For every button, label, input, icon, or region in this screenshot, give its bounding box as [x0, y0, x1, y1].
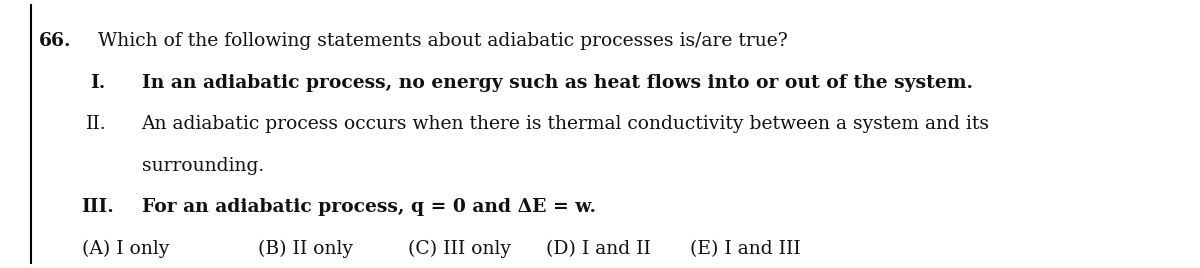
- Text: (D) I and II: (D) I and II: [546, 240, 650, 258]
- Text: (A) I only: (A) I only: [82, 240, 169, 258]
- Text: 66.: 66.: [38, 32, 71, 50]
- Text: III.: III.: [82, 198, 114, 216]
- Text: In an adiabatic process, no energy such as heat flows into or out of the system.: In an adiabatic process, no energy such …: [142, 74, 973, 92]
- Text: II.: II.: [86, 115, 107, 133]
- Text: Which of the following statements about adiabatic processes is/are true?: Which of the following statements about …: [98, 32, 788, 50]
- Text: I.: I.: [90, 74, 106, 92]
- Text: An adiabatic process occurs when there is thermal conductivity between a system : An adiabatic process occurs when there i…: [142, 115, 990, 133]
- Text: (E) I and III: (E) I and III: [690, 240, 800, 258]
- Text: For an adiabatic process, q = 0 and ΔE = w.: For an adiabatic process, q = 0 and ΔE =…: [142, 198, 595, 216]
- Text: surrounding.: surrounding.: [142, 157, 264, 175]
- Text: (B) II only: (B) II only: [258, 240, 353, 258]
- Text: (C) III only: (C) III only: [408, 240, 511, 258]
